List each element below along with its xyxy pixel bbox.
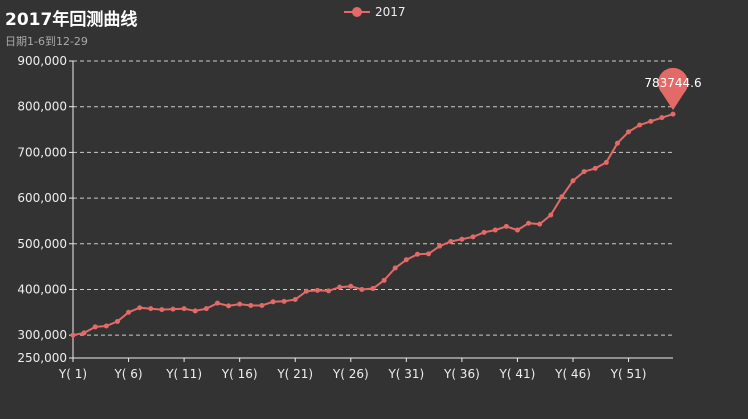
- data-point: [648, 118, 654, 124]
- data-point: [492, 227, 498, 233]
- x-tick-label: Y( 11): [165, 367, 202, 381]
- data-point: [370, 286, 376, 292]
- data-point: [626, 129, 632, 135]
- y-tick-label: 500,000: [17, 237, 67, 251]
- y-tick-label: 800,000: [17, 100, 67, 114]
- data-point: [637, 122, 643, 128]
- data-point: [514, 227, 520, 233]
- legend-line-dot-icon: [344, 5, 370, 19]
- data-point: [348, 283, 354, 289]
- data-point: [403, 257, 409, 263]
- x-tick-label: Y( 16): [221, 367, 258, 381]
- x-tick-label: Y( 21): [276, 367, 313, 381]
- data-point: [259, 302, 265, 308]
- data-point: [592, 165, 598, 171]
- y-tick-label: 250,000: [17, 351, 67, 365]
- data-point: [270, 299, 276, 305]
- chart-title: 2017年回测曲线: [5, 10, 138, 30]
- data-point: [103, 323, 109, 329]
- x-tick-label: Y( 41): [499, 367, 536, 381]
- series-line-2017: [72, 113, 674, 337]
- data-point: [181, 306, 187, 312]
- data-point: [448, 238, 454, 244]
- data-point: [114, 318, 120, 324]
- data-point: [70, 332, 76, 338]
- data-point: [659, 115, 665, 121]
- y-tick-label: 600,000: [17, 191, 67, 205]
- data-point: [170, 306, 176, 312]
- data-point: [470, 234, 476, 240]
- x-tick-label: Y( 6): [113, 367, 142, 381]
- y-tick-label: 400,000: [17, 282, 67, 296]
- data-point: [603, 159, 609, 165]
- data-point: [148, 306, 154, 312]
- data-point: [503, 223, 509, 229]
- data-point: [126, 309, 132, 315]
- x-tick-label: Y( 1): [58, 367, 87, 381]
- data-point: [314, 287, 320, 293]
- data-point: [359, 286, 365, 292]
- data-point: [570, 178, 576, 184]
- data-point: [526, 220, 532, 226]
- data-point: [226, 303, 232, 309]
- data-point: [537, 221, 543, 227]
- data-point: [548, 212, 554, 218]
- x-tick-label: Y( 36): [443, 367, 480, 381]
- data-point: [414, 251, 420, 257]
- data-point: [81, 330, 87, 336]
- data-point: [581, 169, 587, 175]
- y-tick-label: 900,000: [17, 54, 67, 68]
- data-point: [248, 302, 254, 308]
- x-tick-label: Y( 51): [610, 367, 647, 381]
- data-point: [214, 300, 220, 306]
- y-tick-label: 300,000: [17, 328, 67, 342]
- legend-label: 2017: [375, 5, 406, 19]
- data-point: [203, 306, 209, 312]
- data-point: [92, 324, 98, 330]
- data-point: [326, 288, 332, 294]
- chart-subtitle: 日期1-6到12-29: [5, 35, 88, 48]
- data-point: [281, 298, 287, 304]
- data-point: [237, 301, 243, 307]
- x-tick-label: Y( 31): [387, 367, 424, 381]
- max-pin-marker: [658, 67, 688, 111]
- data-point: [381, 277, 387, 283]
- x-tick-label: Y( 26): [332, 367, 369, 381]
- data-point: [481, 229, 487, 235]
- data-point: [159, 307, 165, 313]
- x-tick-label: Y( 46): [554, 367, 591, 381]
- data-point: [559, 194, 565, 200]
- data-point: [670, 111, 676, 117]
- data-point: [137, 305, 143, 311]
- y-tick-label: 700,000: [17, 145, 67, 159]
- data-point: [292, 297, 298, 303]
- data-point: [337, 284, 343, 290]
- data-point: [392, 265, 398, 271]
- legend-item-2017[interactable]: 2017: [344, 5, 406, 19]
- data-point: [192, 308, 198, 314]
- data-point: [614, 140, 620, 146]
- data-point: [437, 243, 443, 249]
- data-point: [303, 288, 309, 294]
- max-pin-label: 783744.6: [644, 76, 701, 90]
- data-point: [459, 236, 465, 242]
- data-point: [426, 251, 432, 257]
